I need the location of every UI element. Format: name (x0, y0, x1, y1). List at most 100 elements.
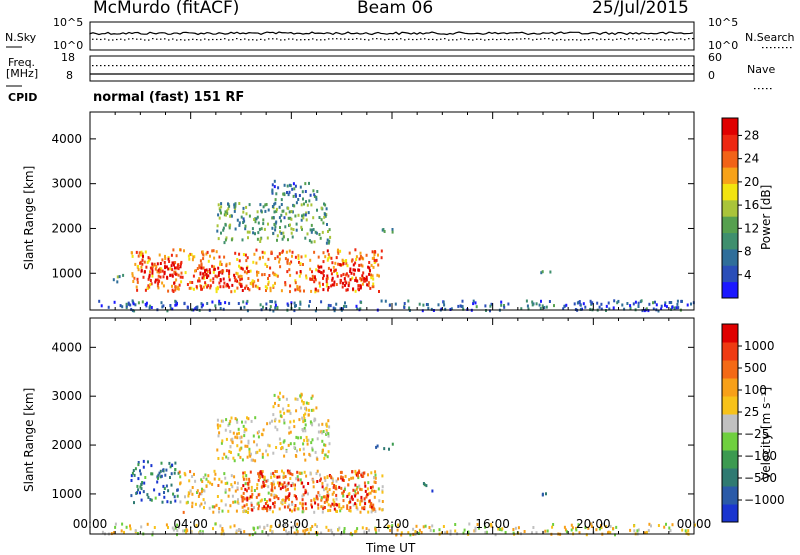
power-data-cell (342, 307, 344, 311)
velocity-data-cell (236, 436, 239, 440)
nsearch-dot (120, 38, 122, 40)
power-data-cell (248, 203, 251, 207)
velocity-data-cell (326, 483, 329, 487)
velocity-colorbar-tick-label: 25 (744, 405, 759, 419)
power-data-cell (629, 306, 632, 310)
velocity-data-cell (302, 493, 305, 497)
velocity-data-cell (414, 530, 417, 533)
power-data-cell (220, 202, 223, 206)
velocity-data-cell (266, 523, 269, 527)
velocity-data-cell (295, 495, 297, 499)
velocity-data-cell (321, 439, 324, 443)
velocity-data-cell (214, 472, 217, 476)
power-data-cell (300, 255, 303, 259)
power-data-cell (234, 279, 237, 283)
power-data-cell (298, 260, 300, 264)
velocity-data-cell (236, 486, 239, 490)
power-data-cell (168, 260, 171, 263)
nave-dot (420, 65, 422, 67)
power-data-cell (318, 216, 321, 219)
power-data-cell (219, 209, 222, 213)
velocity-data-cell (240, 487, 243, 491)
power-data-cell (330, 256, 333, 260)
velocity-data-cell (575, 528, 578, 532)
power-data-cell (171, 274, 174, 278)
power-data-cell (356, 279, 358, 283)
date-label: 25/Jul/2015 (592, 0, 689, 18)
nsearch-dot (204, 38, 206, 40)
power-data-cell (216, 229, 219, 233)
nsky-strip-frame (89, 21, 695, 51)
power-data-cell (148, 273, 151, 277)
nsearch-dot (404, 39, 406, 41)
nave-dot (468, 65, 470, 67)
velocity-data-cell (323, 506, 326, 509)
power-data-cell (368, 266, 371, 270)
velocity-data-cell (199, 529, 202, 533)
nsearch-dot (248, 39, 250, 41)
velocity-data-cell (121, 522, 124, 526)
velocity-data-cell (374, 473, 377, 477)
velocity-data-cell (247, 441, 250, 445)
power-data-cell (673, 306, 676, 310)
velocity-data-cell (365, 527, 368, 531)
velocity-data-cell (288, 503, 291, 507)
power-data-cell (342, 281, 344, 285)
power-data-cell (612, 306, 615, 310)
power-data-cell (228, 278, 231, 282)
power-data-cell (652, 301, 654, 305)
power-data-cell (142, 275, 145, 279)
power-data-cell (218, 207, 221, 211)
velocity-data-cell (657, 524, 660, 527)
velocity-data-cell (255, 495, 258, 499)
velocity-data-cell (363, 530, 366, 534)
power-data-cell (164, 257, 167, 260)
power-data-cell (245, 212, 248, 216)
power-data-cell (292, 194, 295, 198)
power-data-cell (266, 286, 269, 290)
power-data-cell (157, 286, 160, 290)
power-data-cell (331, 261, 334, 265)
nsearch-dot (104, 38, 106, 40)
velocity-data-cell (186, 500, 189, 504)
velocity-data-cell (489, 523, 492, 527)
velocity-data-cell (304, 423, 307, 427)
power-data-cell (219, 302, 222, 305)
velocity-data-cell (303, 438, 306, 442)
power-data-cell (267, 222, 269, 226)
power-data-cell (206, 250, 209, 254)
power-data-cell (309, 193, 312, 197)
power-data-cell (238, 221, 241, 225)
power-data-cell (142, 254, 144, 258)
velocity-data-cell (153, 488, 156, 492)
power-data-cell (253, 280, 256, 284)
nave-dot (412, 65, 414, 67)
nsearch-dot (632, 38, 634, 40)
power-data-cell (261, 250, 264, 254)
velocity-data-cell (304, 502, 307, 506)
nave-dot (432, 65, 434, 67)
velocity-data-cell (228, 488, 231, 492)
nsearch-dot (172, 38, 174, 40)
velocity-data-cell (311, 423, 314, 427)
velocity-data-cell (304, 419, 307, 423)
nave-dot (264, 65, 266, 67)
power-data-cell (298, 285, 301, 289)
velocity-data-cell (324, 495, 326, 499)
power-data-cell (279, 226, 281, 229)
power-data-cell (314, 230, 317, 234)
velocity-data-cell (263, 484, 265, 488)
nsearch-dot (200, 39, 202, 41)
power-data-cell (581, 307, 583, 311)
nave-dot (496, 65, 498, 67)
velocity-data-cell (291, 473, 294, 477)
velocity-data-cell (211, 505, 214, 509)
power-data-cell (136, 288, 139, 292)
velocity-data-cell (278, 397, 281, 401)
velocity-data-cell (311, 394, 314, 398)
power-data-cell (281, 209, 284, 213)
nsearch-dot (500, 38, 502, 40)
nsearch-dot (316, 39, 318, 41)
power-data-cell (286, 261, 289, 265)
velocity-data-cell (150, 498, 153, 502)
